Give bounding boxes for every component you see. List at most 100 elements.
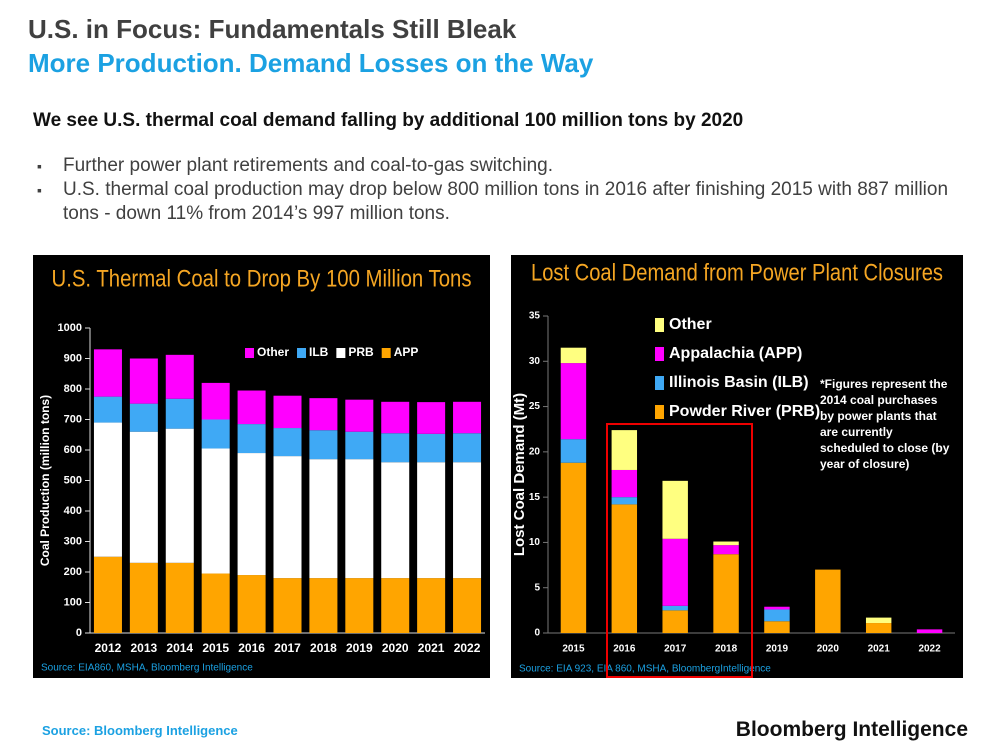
y-tick-label: 400 xyxy=(64,505,82,517)
bar-segment xyxy=(201,419,230,449)
bar-segment xyxy=(611,430,638,470)
y-tick-label: 900 xyxy=(64,352,82,364)
x-tick-label: 2019 xyxy=(766,644,789,655)
bar-segment xyxy=(273,578,302,633)
bar-segment xyxy=(713,545,739,555)
chart-source: Source: EIA860, MSHA, Bloomberg Intellig… xyxy=(41,663,253,674)
x-tick-label: 2018 xyxy=(310,641,337,655)
legend-swatch xyxy=(655,405,664,419)
y-tick-label: 200 xyxy=(64,566,82,578)
bar-segment xyxy=(815,569,841,633)
y-tick-label: 300 xyxy=(64,535,82,547)
legend-swatch xyxy=(655,347,664,361)
y-axis-label: Lost Coal Demand (Mt) xyxy=(511,393,528,556)
legend-label: APP xyxy=(394,345,419,359)
bar-segment xyxy=(201,573,230,633)
x-tick-label: 2016 xyxy=(238,641,265,655)
bar-segment xyxy=(381,578,410,633)
y-tick-label: 10 xyxy=(529,537,541,548)
bar-segment xyxy=(865,623,892,633)
legend-label: Illinois Basin (ILB) xyxy=(669,374,809,391)
bar-segment xyxy=(129,358,158,404)
legend-swatch xyxy=(381,348,391,358)
x-tick-label: 2016 xyxy=(613,644,636,655)
bar-segment xyxy=(129,562,158,633)
bar-segment xyxy=(93,349,122,397)
bar-segment xyxy=(417,462,446,579)
bar-segment xyxy=(611,469,638,498)
legend-label: Powder River (PRB) xyxy=(669,403,820,420)
page-subtitle: More Production. Demand Losses on the Wa… xyxy=(28,48,594,78)
bar-segment xyxy=(417,578,446,633)
bar-segment xyxy=(865,617,892,624)
bar-segment xyxy=(662,605,688,611)
y-tick-label: 100 xyxy=(64,596,82,608)
y-tick-label: 5 xyxy=(534,582,540,593)
bar-segment xyxy=(662,538,688,606)
y-tick-label: 0 xyxy=(76,627,82,639)
bar-segment xyxy=(345,399,374,432)
annotation: *Figures represent the 2014 coal purchas… xyxy=(820,377,950,471)
y-tick-label: 15 xyxy=(529,492,541,503)
x-tick-label: 2017 xyxy=(664,644,687,655)
legend-swatch xyxy=(245,348,254,358)
bar-segment xyxy=(309,459,338,579)
legend-label: Other xyxy=(669,316,712,333)
y-tick-label: 600 xyxy=(64,444,82,456)
bar-segment xyxy=(713,554,739,633)
bar-segment xyxy=(560,363,587,440)
bar-segment xyxy=(764,606,790,610)
bar-segment xyxy=(93,422,122,557)
y-tick-label: 35 xyxy=(529,311,541,322)
bar-segment xyxy=(309,430,338,460)
x-tick-label: 2022 xyxy=(918,644,941,655)
y-tick-label: 1000 xyxy=(58,322,82,334)
x-tick-label: 2015 xyxy=(562,644,585,655)
page-title: U.S. in Focus: Fundamentals Still Bleak xyxy=(28,14,517,44)
x-tick-label: 2018 xyxy=(715,644,738,655)
legend-swatch xyxy=(655,376,664,390)
bar-segment xyxy=(237,575,266,633)
bar-segment xyxy=(560,462,587,633)
chart-panel xyxy=(511,255,963,678)
bar-segment xyxy=(381,462,410,579)
bullet-list: Further power plant retirements and coal… xyxy=(33,154,973,226)
brand: Bloomberg Intelligence xyxy=(735,718,968,741)
bar-segment xyxy=(129,403,158,432)
legend-label: Appalachia (APP) xyxy=(669,345,802,362)
bar-segment xyxy=(237,390,266,425)
page-source: Source: Bloomberg Intelligence xyxy=(42,723,238,738)
bar-segment xyxy=(345,578,374,633)
y-tick-label: 500 xyxy=(64,474,82,486)
bar-segment xyxy=(165,354,194,399)
chart-title: U.S. Thermal Coal to Drop By 100 Million… xyxy=(52,265,472,292)
bar-segment xyxy=(381,433,410,463)
bar-segment xyxy=(201,448,230,574)
chart-panel xyxy=(33,255,490,678)
bar-segment xyxy=(453,433,482,463)
legend-label: PRB xyxy=(348,345,374,359)
bar-segment xyxy=(309,398,338,431)
y-tick-label: 700 xyxy=(64,413,82,425)
bar-segment xyxy=(662,610,688,633)
bar-segment xyxy=(916,629,943,633)
bullet: U.S. thermal coal production may drop be… xyxy=(33,178,973,226)
bar-segment xyxy=(93,556,122,633)
bullet: Further power plant retirements and coal… xyxy=(33,154,973,178)
legend-label: ILB xyxy=(309,345,329,359)
bar-segment xyxy=(453,578,482,633)
x-tick-label: 2021 xyxy=(418,641,445,655)
chart-source: Source: EIA 923, EIA 860, MSHA, Bloomber… xyxy=(519,664,771,675)
x-tick-label: 2017 xyxy=(274,641,301,655)
bar-segment xyxy=(237,453,266,576)
bar-segment xyxy=(453,462,482,579)
y-tick-label: 0 xyxy=(534,628,540,639)
bar-segment xyxy=(273,456,302,579)
bar-segment xyxy=(417,402,446,434)
highlight-box xyxy=(606,423,753,678)
y-tick-label: 25 xyxy=(529,401,541,412)
x-tick-label: 2022 xyxy=(454,641,481,655)
bar-segment xyxy=(309,578,338,633)
bar-segment xyxy=(345,431,374,460)
